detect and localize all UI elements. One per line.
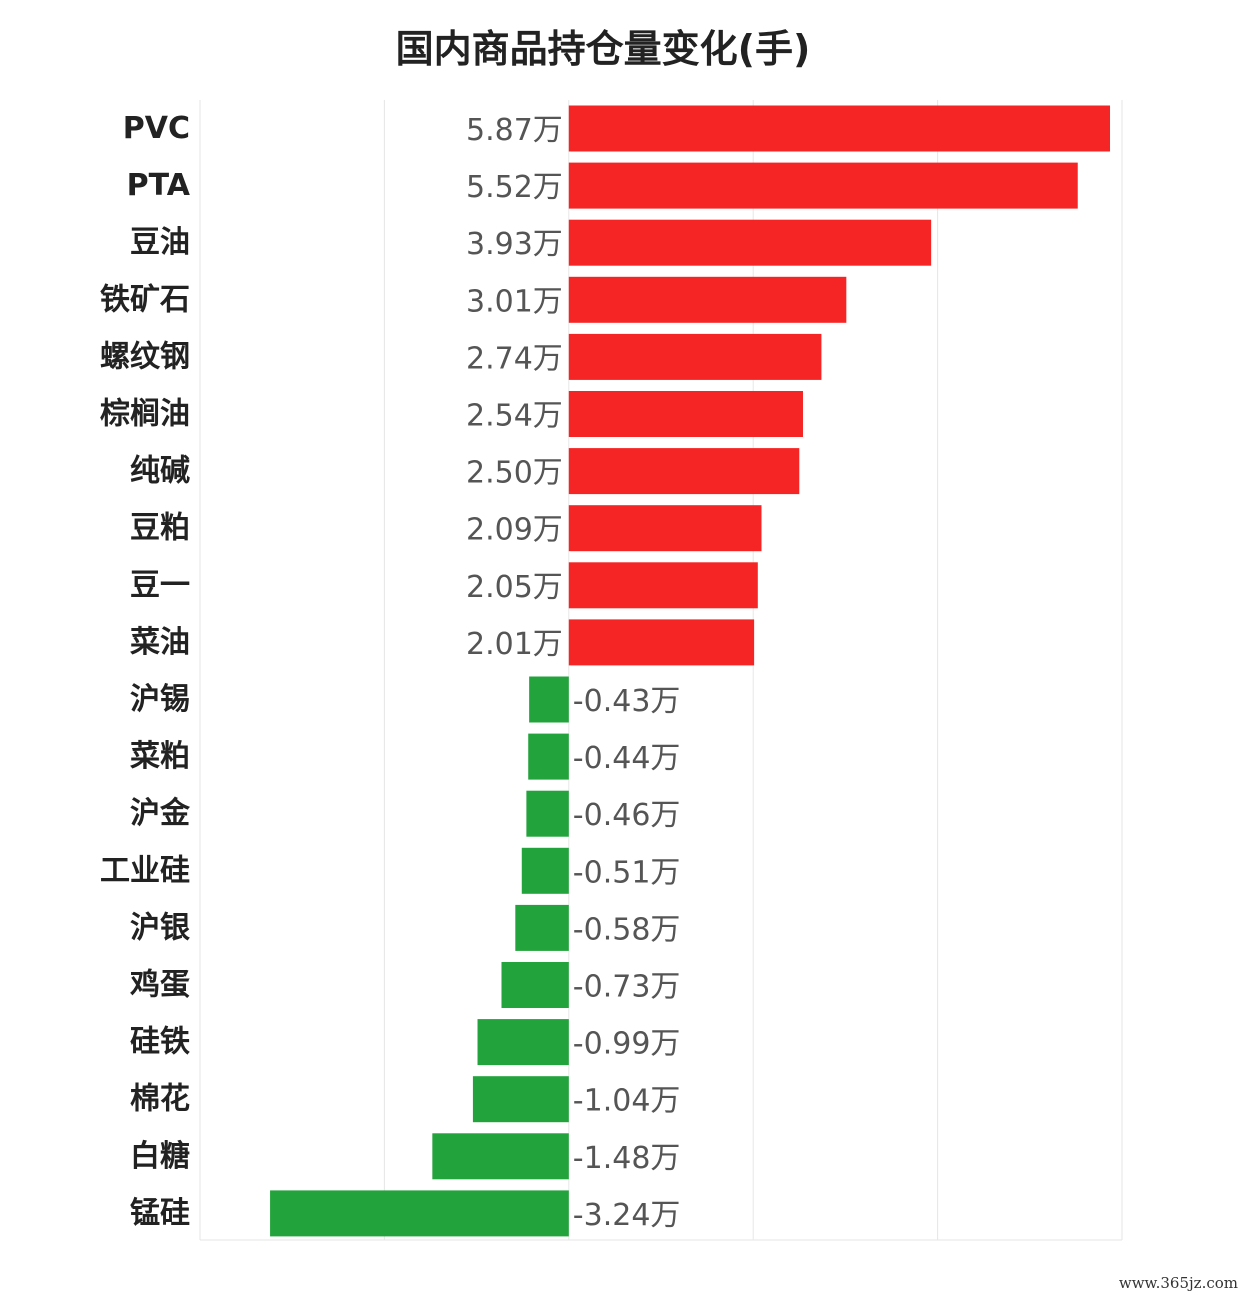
bar xyxy=(568,619,755,666)
bar xyxy=(528,733,569,780)
data-label: -0.46万 xyxy=(573,798,681,833)
category-label: PVC xyxy=(123,111,190,146)
category-label: 白糖 xyxy=(130,1139,190,1174)
data-label: -0.73万 xyxy=(573,970,681,1005)
data-label: 2.09万 xyxy=(466,513,563,548)
bar xyxy=(568,162,1078,209)
data-label: -0.44万 xyxy=(573,741,681,776)
data-label: -0.58万 xyxy=(573,912,681,947)
category-labels: PVC PTA 豆油铁矿石螺纹钢棕榈油纯碱豆粕豆一菜油沪锡菜粕沪金工业硅沪银鸡蛋硅铁… xyxy=(100,111,191,1231)
bar xyxy=(568,105,1111,152)
data-label: -0.43万 xyxy=(573,684,681,719)
category-label: 豆一 xyxy=(130,568,190,603)
category-label: 硅铁 xyxy=(130,1025,190,1060)
bars xyxy=(270,105,1111,1237)
category-label: 菜粕 xyxy=(130,739,190,774)
category-label: 锰硅 xyxy=(130,1196,190,1231)
bar xyxy=(568,448,800,495)
bar xyxy=(515,904,569,951)
data-label: 2.05万 xyxy=(466,570,563,605)
category-label: 豆粕 xyxy=(130,511,190,546)
value-labels: 5.87万 5.52万 3.93万 3.01万 2.74万 2.54万 2.50万 2.09万… xyxy=(466,113,680,1233)
bar xyxy=(568,333,822,380)
bar xyxy=(526,790,569,837)
bar xyxy=(529,676,569,723)
bar xyxy=(568,505,762,552)
category-label: 纯碱 xyxy=(130,454,190,489)
bar xyxy=(568,276,847,323)
category-label: 棕榈油 xyxy=(100,397,190,432)
category-label: 菜油 xyxy=(130,625,190,660)
bar xyxy=(432,1133,569,1180)
bar xyxy=(270,1190,569,1237)
category-label: 沪银 xyxy=(130,910,190,945)
data-label: 2.50万 xyxy=(466,456,563,491)
data-label: -0.51万 xyxy=(573,855,681,890)
bar xyxy=(472,1076,569,1123)
bar xyxy=(568,219,932,266)
data-label: -3.24万 xyxy=(573,1198,681,1233)
data-label: 5.87万 xyxy=(466,113,563,148)
grid-lines xyxy=(199,100,1123,1241)
category-label: 沪锡 xyxy=(130,682,190,717)
bar xyxy=(568,562,758,609)
category-label: PTA xyxy=(127,168,191,203)
data-label: 2.01万 xyxy=(466,627,563,662)
bar xyxy=(501,962,569,1008)
chart-title: 国内商品持仓量变化(手) xyxy=(395,27,811,71)
data-label: 2.54万 xyxy=(466,399,563,434)
bar xyxy=(568,391,803,437)
category-label: 棉花 xyxy=(130,1082,190,1117)
data-label: -1.04万 xyxy=(573,1084,681,1119)
data-label: 5.52万 xyxy=(466,170,563,205)
data-label: -1.48万 xyxy=(573,1141,681,1176)
data-label: 2.74万 xyxy=(466,341,563,376)
category-label: 铁矿石 xyxy=(100,282,190,317)
category-label: 沪金 xyxy=(130,796,191,831)
data-label: 3.01万 xyxy=(466,284,563,319)
category-label: 螺纹钢 xyxy=(100,339,190,374)
watermark: www.365jz.com xyxy=(1118,1274,1238,1292)
data-label: -0.99万 xyxy=(573,1027,681,1062)
category-label: 豆油 xyxy=(130,225,190,260)
category-label: 鸡蛋 xyxy=(130,968,190,1003)
data-label: 3.93万 xyxy=(466,227,563,262)
bar xyxy=(521,847,569,894)
bar xyxy=(477,1019,569,1066)
category-label: 工业硅 xyxy=(100,853,190,888)
